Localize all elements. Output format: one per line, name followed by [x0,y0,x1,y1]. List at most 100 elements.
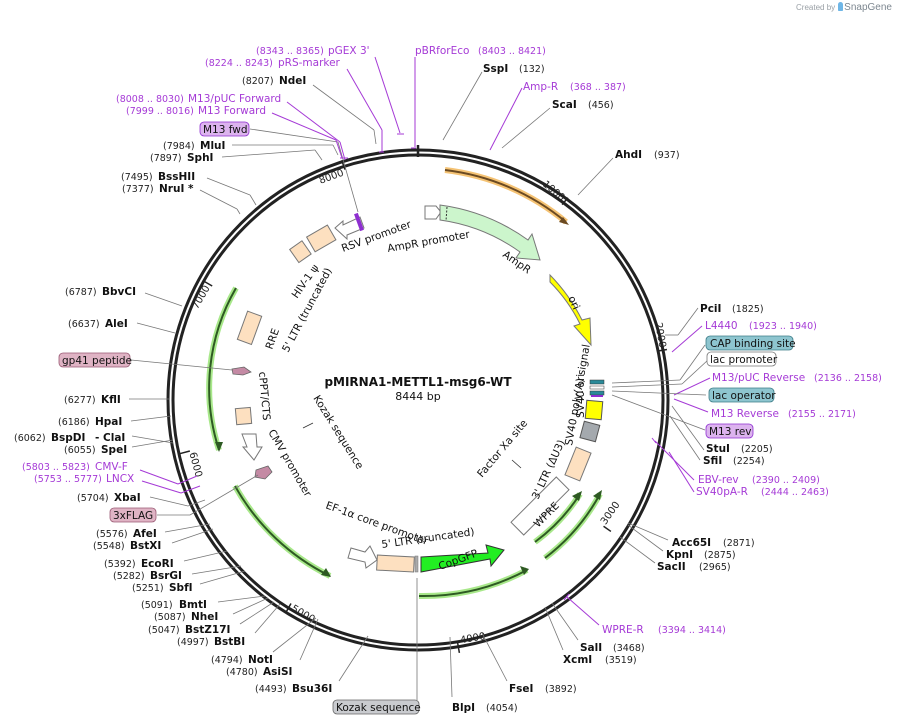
3-ltr-feature[interactable] [564,446,592,482]
enzyme-bstz17i[interactable]: BstZ17I [185,624,230,636]
svg-text:(2390 .. 2409): (2390 .. 2409) [752,475,820,486]
ampr-promoter-feature[interactable] [424,205,442,220]
enzyme-bbvci[interactable]: BbvCI [102,286,136,298]
feature-pill-gp41[interactable]: gp41 peptide [58,352,132,368]
svg-text:(7897): (7897) [150,153,182,164]
svg-text:Kozak sequence: Kozak sequence [336,702,421,714]
enzyme-fsei[interactable]: FseI [509,683,533,695]
enzyme-bsu36i[interactable]: Bsu36I [292,683,332,695]
enzyme-kfli[interactable]: KflI [101,394,121,406]
features[interactable] [231,204,605,573]
enzyme-sacii[interactable]: SacII [657,561,686,573]
enzyme-bspdi[interactable]: BspDI [51,432,85,444]
primer-m13-reverse[interactable]: M13 Reverse [711,408,779,420]
feature-pill-m13-rev[interactable]: M13 rev [705,423,754,439]
enzyme-mlui[interactable]: MluI [200,140,225,152]
enzyme-bsrgi[interactable]: BsrGI [150,570,182,582]
orf-arrow-orange [444,169,567,223]
feature-pill-3xflag[interactable]: 3xFLAG [109,507,157,523]
sv40-ori-feature[interactable] [584,399,604,421]
sv40-polya-feature[interactable] [579,420,601,443]
enzyme-spei[interactable]: SpeI [101,444,127,456]
enzyme-bstxi[interactable]: BstXI [130,540,161,552]
svg-text:(4493): (4493) [255,684,287,695]
cmv-promoter-label: CMV promoter [265,428,314,500]
orf-arrow-right-2 [544,493,601,559]
enzyme-bstbi[interactable]: BstBI [214,636,245,648]
primer-m13-puc-reverse[interactable]: M13/pUC Reverse [712,372,805,384]
enzyme-hpai[interactable]: HpaI [95,416,122,428]
feature-pill-cap[interactable]: CAP binding site [705,335,796,351]
primer-wpre-r[interactable]: WPRE-R [602,624,644,636]
enzyme-afei[interactable]: AfeI [133,528,157,540]
svg-text:(456): (456) [588,100,614,111]
enzyme-alei[interactable]: AleI [105,318,128,330]
enzyme-bsshii[interactable]: BssHII [158,171,195,183]
hiv1-psi-feature[interactable] [288,240,312,264]
gp41-feature[interactable] [231,366,252,376]
enzyme-clai[interactable]: - ClaI [95,432,125,444]
enzyme-scai[interactable]: ScaI [552,99,577,111]
orf-arrow-bottom [418,569,528,598]
enzyme-nhei[interactable]: NheI [191,611,218,623]
svg-text:(368 .. 387): (368 .. 387) [570,82,626,93]
svg-text:(5753 .. 5777): (5753 .. 5777) [34,474,102,485]
cppt-cts-feature[interactable] [234,406,253,426]
enzyme-ecori[interactable]: EcoRI [141,558,174,570]
enzyme-acc65i[interactable]: Acc65I [672,537,711,549]
enzyme-pcii[interactable]: PciI [700,303,721,315]
feature-pill-m13-fwd[interactable]: M13 fwd [199,121,250,137]
feature-pill-lac-promoter[interactable]: lac promoter [706,351,778,367]
primer-pbrforeco[interactable]: pBRforEco [415,45,469,57]
enzyme-stui[interactable]: StuI [706,443,730,455]
primer-sv40pa-r[interactable]: SV40pA-R [696,486,748,498]
enzyme-nrui[interactable]: NruI * [159,183,194,195]
enzyme-sfii[interactable]: SfiI [703,455,722,467]
right-labels[interactable]: SspI (132) pBRforEco (8403 .. 8421) Amp-… [414,45,882,714]
primer-pgex3[interactable]: pGEX 3' [328,45,370,57]
enzyme-ndei[interactable]: NdeI [279,75,306,87]
rsv-promoter-feature[interactable] [334,216,365,241]
3xflag-feature[interactable] [254,465,273,480]
ori-feature[interactable] [549,273,592,347]
svg-text:lac operator: lac operator [712,390,776,402]
cmv-promoter-feature[interactable] [241,433,263,461]
enzyme-xbai[interactable]: XbaI [114,492,141,504]
enzyme-blpi[interactable]: BlpI [452,702,475,714]
feature-pill-kozak[interactable]: Kozak sequence [332,699,421,715]
kozak-inner-label: Kozak sequence [310,393,365,471]
primer-ebv-rev[interactable]: EBV-rev [698,474,739,486]
watermark-prefix: Created by [796,3,836,12]
primer-prs-marker[interactable]: pRS-marker [278,57,341,69]
svg-text:(4997): (4997) [177,637,209,648]
svg-text:(6062): (6062) [14,433,46,444]
enzyme-noti[interactable]: NotI [248,654,273,666]
copgfp-feature[interactable] [420,544,505,573]
enzyme-sphi[interactable]: SphI [187,152,213,164]
enzyme-sbfi[interactable]: SbfI [169,582,193,594]
wpre-feature[interactable] [510,476,570,536]
left-labels[interactable]: (4493) Bsu36I (4794) NotI (4780) AsiSI (… [14,45,416,695]
ef1a-promoter-feature[interactable] [347,545,378,569]
primer-cmv-f[interactable]: CMV-F [95,461,128,473]
svg-text:(1923 .. 1940): (1923 .. 1940) [749,321,817,332]
primer-l4440[interactable]: L4440 [705,320,738,332]
enzyme-bmti[interactable]: BmtI [179,599,207,611]
primer-m13-forward[interactable]: M13 Forward [198,105,266,117]
enzyme-xcmi[interactable]: XcmI [563,654,592,666]
5-ltr-top-feature[interactable] [305,224,337,253]
primer-m13-puc-forward[interactable]: M13/pUC Forward [188,93,281,105]
primer-lncx[interactable]: LNCX [106,473,134,485]
svg-text:M13 fwd: M13 fwd [203,124,248,136]
enzyme-sspi[interactable]: SspI [483,63,508,75]
svg-text:(3468): (3468) [613,643,645,654]
primer-amp-r[interactable]: Amp-R [523,81,558,93]
5-ltr-bottom-feature[interactable] [376,554,415,573]
feature-pill-lac-operator[interactable]: lac operator [708,387,776,403]
ampr-feature[interactable] [439,204,541,261]
enzyme-sali[interactable]: SalI [580,642,602,654]
rre-feature[interactable] [236,310,263,346]
enzyme-ahdi[interactable]: AhdI [615,149,642,161]
enzyme-asisi[interactable]: AsiSI [263,666,292,678]
enzyme-kpni[interactable]: KpnI [666,549,693,561]
